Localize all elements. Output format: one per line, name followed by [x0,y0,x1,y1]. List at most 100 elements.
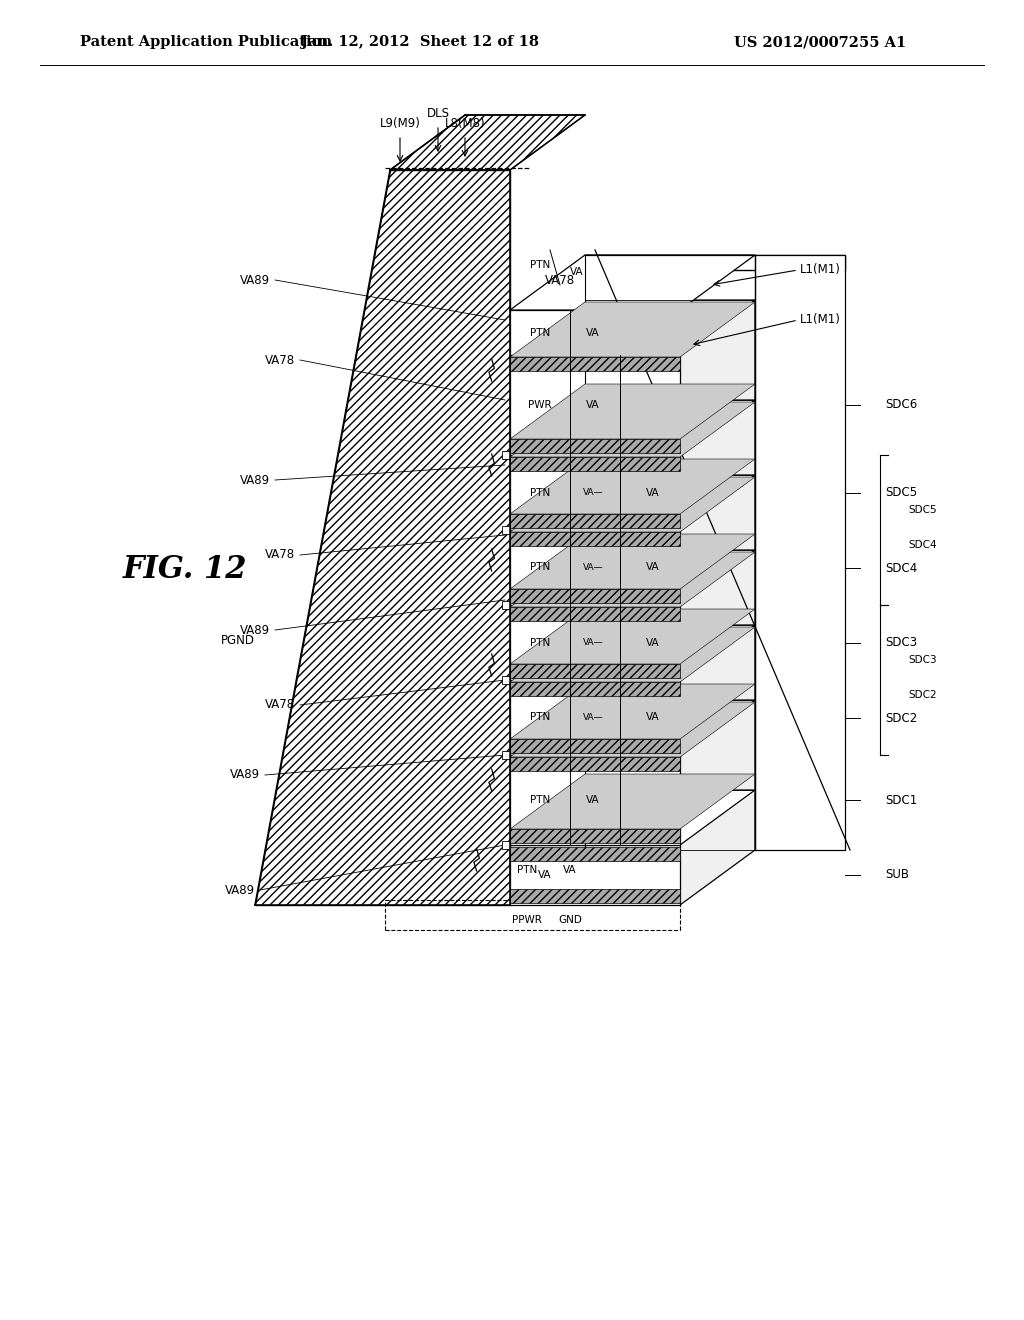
Polygon shape [510,829,680,843]
Text: VA—: VA— [583,564,603,572]
Text: SDC4: SDC4 [885,561,918,574]
Polygon shape [510,513,680,528]
Polygon shape [510,702,755,756]
Text: SDC3: SDC3 [908,655,937,665]
Text: PWR: PWR [528,400,552,411]
Polygon shape [510,400,755,455]
Polygon shape [510,552,755,607]
Text: VA89: VA89 [225,883,255,896]
Text: VA78: VA78 [265,549,295,561]
Text: VA: VA [646,638,659,648]
Polygon shape [502,751,510,759]
Polygon shape [510,888,680,903]
Polygon shape [585,255,845,271]
Text: PTN: PTN [517,865,538,875]
Polygon shape [510,550,755,605]
Polygon shape [510,664,680,678]
Text: VA: VA [646,713,659,722]
Polygon shape [510,607,680,620]
Polygon shape [510,739,680,752]
Text: SDC5: SDC5 [908,506,937,515]
Text: L8(M8): L8(M8) [444,117,485,129]
Text: PGND: PGND [221,634,255,647]
Text: VA: VA [646,562,659,573]
Text: VA89: VA89 [229,768,260,781]
Polygon shape [510,684,755,739]
Text: SDC3: SDC3 [885,636,918,649]
Polygon shape [502,601,510,609]
Text: SDC6: SDC6 [885,399,918,412]
Text: SDC4: SDC4 [908,540,937,550]
Polygon shape [510,310,680,355]
Polygon shape [502,841,510,849]
Polygon shape [680,300,755,906]
Text: VA: VA [539,870,552,880]
Polygon shape [510,605,680,680]
Polygon shape [510,609,755,664]
Text: SDC2: SDC2 [908,690,937,700]
Polygon shape [510,535,755,589]
Polygon shape [510,459,755,513]
Text: PPWR: PPWR [512,915,542,925]
Text: US 2012/0007255 A1: US 2012/0007255 A1 [734,36,906,49]
Text: PTN: PTN [529,562,550,573]
Text: VA78: VA78 [545,273,575,286]
Polygon shape [510,624,755,680]
Polygon shape [510,532,680,546]
Text: VA: VA [563,865,577,875]
Polygon shape [510,302,755,356]
Text: Jan. 12, 2012  Sheet 12 of 18: Jan. 12, 2012 Sheet 12 of 18 [301,36,539,49]
Text: PTN: PTN [530,260,550,271]
Text: VA78: VA78 [265,698,295,711]
Text: GND: GND [558,915,582,925]
Polygon shape [510,589,680,603]
Text: VA: VA [586,795,600,805]
Text: L9(M9): L9(M9) [380,117,421,129]
Text: VA—: VA— [583,638,603,647]
Polygon shape [510,457,680,471]
Polygon shape [510,680,680,755]
Polygon shape [755,255,845,850]
Text: SDC5: SDC5 [885,487,918,499]
Polygon shape [510,774,755,829]
Polygon shape [510,403,755,457]
Polygon shape [502,451,510,459]
Text: Patent Application Publication: Patent Application Publication [80,36,332,49]
Polygon shape [510,477,755,532]
Text: L1(M1): L1(M1) [800,264,841,276]
Text: PTN: PTN [529,327,550,338]
Text: VA: VA [586,327,600,338]
Text: PTN: PTN [529,487,550,498]
Polygon shape [510,847,680,861]
Text: PTN: PTN [529,713,550,722]
Polygon shape [510,455,680,531]
Text: VA: VA [570,267,584,277]
Polygon shape [510,682,680,696]
Polygon shape [510,756,680,771]
Text: VA—: VA— [583,713,603,722]
Text: SDC2: SDC2 [885,711,918,725]
Text: DLS: DLS [427,107,450,120]
Polygon shape [510,531,680,605]
Polygon shape [510,789,755,845]
Text: VA89: VA89 [240,273,270,286]
Polygon shape [255,170,510,906]
Polygon shape [502,676,510,684]
Polygon shape [510,355,680,455]
Polygon shape [510,755,680,845]
Polygon shape [510,440,680,453]
Text: VA: VA [646,487,659,498]
Text: SUB: SUB [885,869,909,882]
Text: PTN: PTN [529,795,550,805]
Text: SDC1: SDC1 [885,793,918,807]
Polygon shape [510,700,755,755]
Text: VA78: VA78 [265,354,295,367]
Text: VA—: VA— [583,488,603,498]
Text: FIG. 12: FIG. 12 [123,554,247,586]
Polygon shape [510,845,680,906]
Polygon shape [390,115,585,170]
Text: L1(M1): L1(M1) [800,314,841,326]
Polygon shape [510,356,680,371]
Text: VA: VA [586,400,600,411]
Polygon shape [510,255,755,310]
